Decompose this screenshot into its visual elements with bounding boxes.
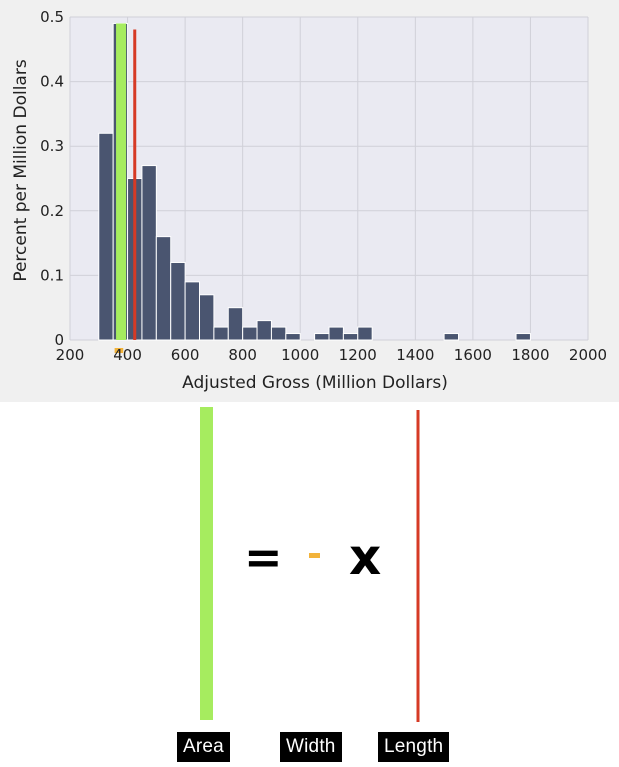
x-axis-label: Adjusted Gross (Million Dollars) — [182, 373, 448, 393]
x-tick-label: 1000 — [281, 346, 319, 364]
equation-illustration — [200, 407, 420, 722]
area-bar-large — [200, 407, 213, 720]
x-tick-label: 2000 — [569, 346, 607, 364]
y-tick-label: 0.1 — [40, 266, 64, 284]
width-highlight-marker — [114, 348, 124, 353]
y-tick-label: 0 — [54, 331, 64, 349]
x-tick-label: 400 — [113, 346, 142, 364]
times-sign: x — [349, 528, 382, 586]
x-tick-label: 800 — [228, 346, 257, 364]
histogram-bar — [227, 307, 244, 341]
histogram-bar — [270, 326, 287, 341]
y-tick-label: 0.4 — [40, 73, 64, 91]
x-tick-label: 1800 — [511, 346, 549, 364]
area-label: Area — [177, 732, 230, 762]
histogram-bar — [443, 333, 460, 341]
histogram-bar — [242, 326, 258, 341]
histogram-bar — [98, 132, 114, 341]
histogram-bar — [141, 165, 157, 341]
histogram-bar — [213, 326, 229, 341]
histogram-bar — [256, 320, 272, 341]
x-tick-labels: 200 400 600 800 1000 1200 1400 1600 1800 2000 — [56, 346, 607, 364]
x-tick-label: 1400 — [396, 346, 434, 364]
y-tick-labels: 0 0.1 0.2 0.3 0.4 0.5 — [40, 8, 64, 349]
width-marker-large — [309, 553, 320, 558]
histogram-bar — [285, 333, 301, 341]
y-tick-label: 0.2 — [40, 202, 64, 220]
histogram-bar — [357, 326, 373, 341]
equals-sign: = — [244, 530, 283, 584]
histogram-bar — [314, 333, 330, 341]
x-tick-label: 1200 — [339, 346, 377, 364]
histogram-bar — [184, 281, 201, 341]
histogram-bar — [342, 333, 359, 341]
histogram-bar — [515, 333, 531, 341]
highlight-marks — [114, 23, 137, 353]
histogram-bar — [170, 261, 186, 341]
y-axis-label: Percent per Million Dollars — [11, 59, 31, 281]
length-label: Length — [378, 732, 450, 762]
y-tick-label: 0.3 — [40, 137, 64, 155]
histogram-bar — [328, 326, 344, 341]
area-highlight-bar — [116, 23, 127, 341]
histogram-bar — [199, 294, 215, 341]
x-tick-label: 600 — [171, 346, 200, 364]
x-tick-label: 1600 — [454, 346, 492, 364]
y-tick-label: 0.5 — [40, 8, 64, 26]
width-label: Width — [280, 732, 342, 762]
x-tick-label: 200 — [56, 346, 85, 364]
histogram-bar — [155, 236, 172, 341]
